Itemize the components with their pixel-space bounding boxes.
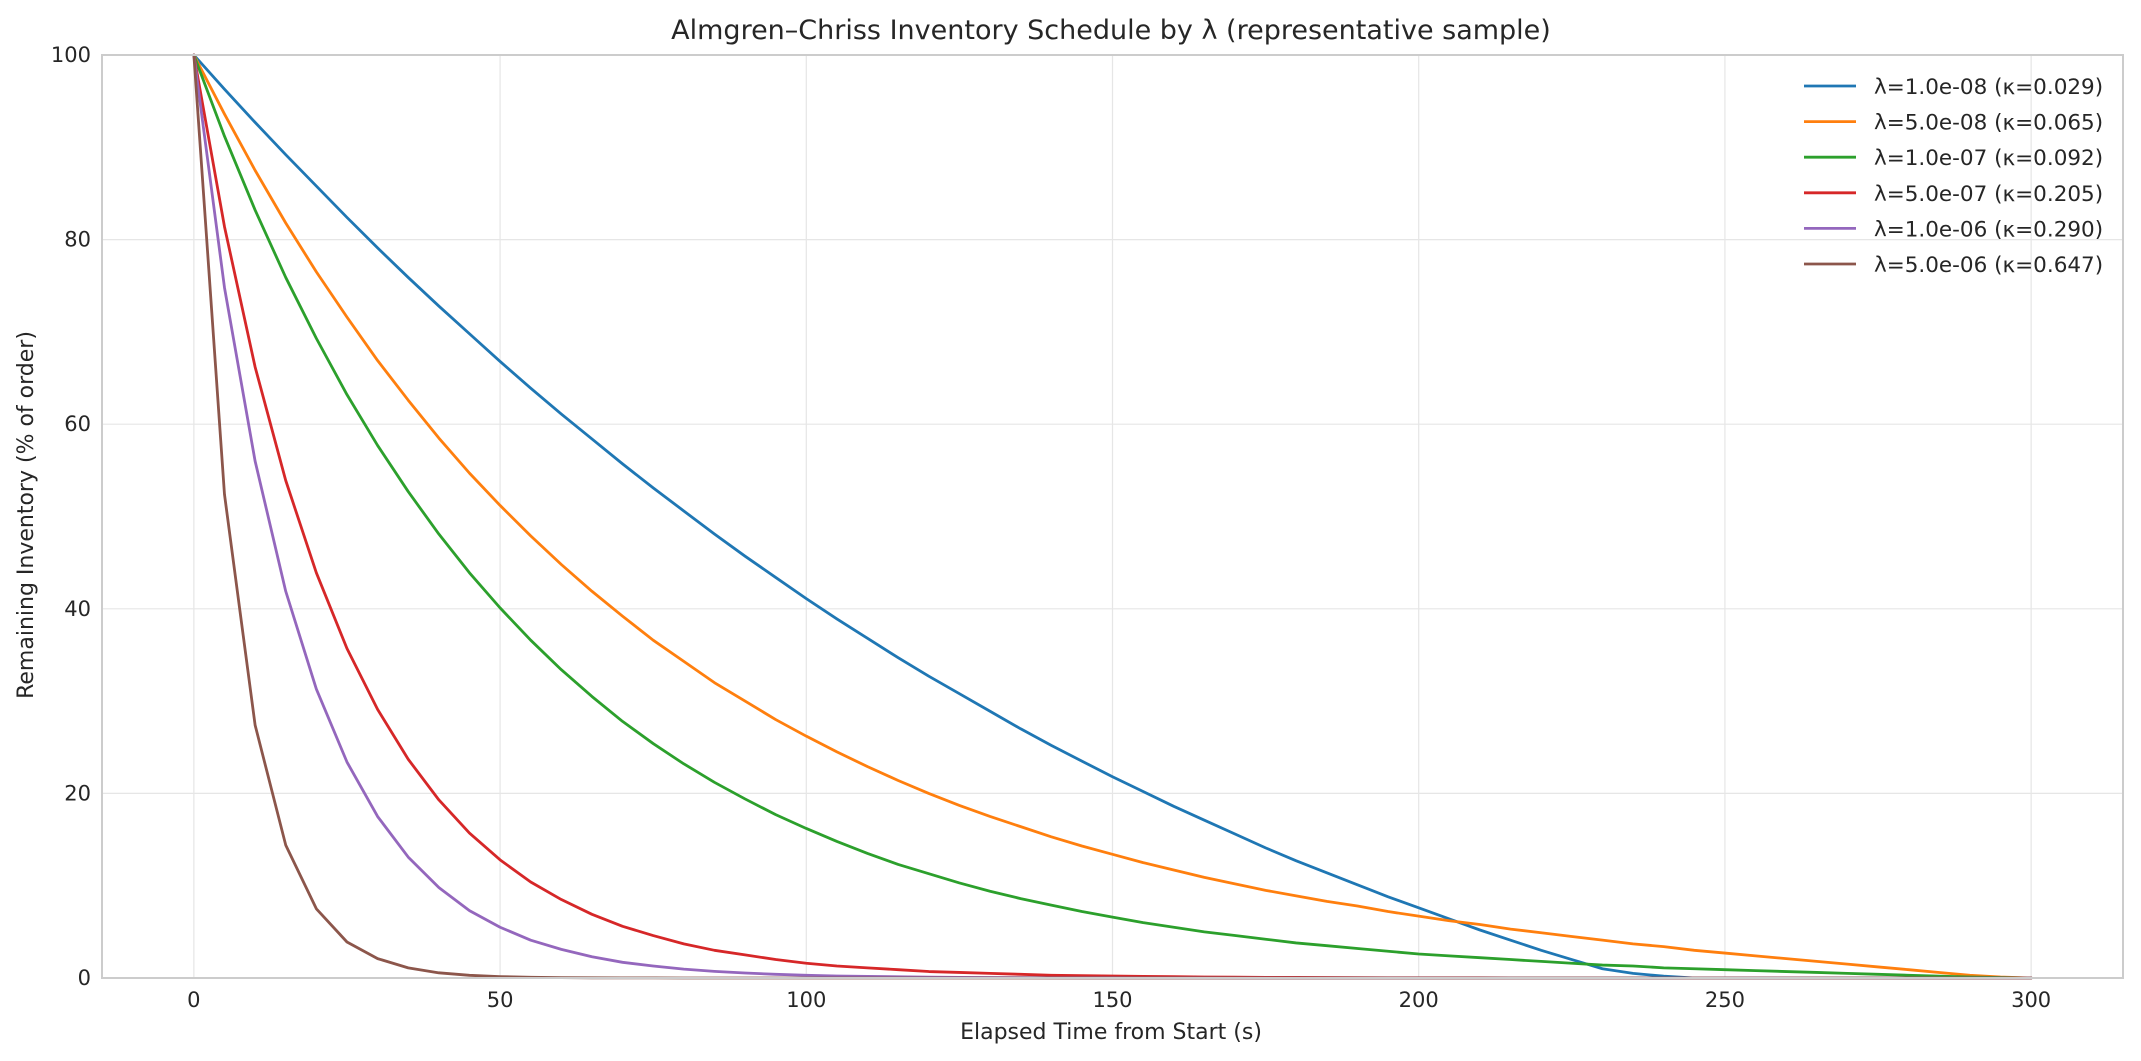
- x-tick-label: 150: [1092, 988, 1132, 1012]
- x-tick-label: 0: [187, 988, 200, 1012]
- x-axis-label: Elapsed Time from Start (s): [960, 1020, 1262, 1045]
- legend-label: λ=5.0e-06 (κ=0.647): [1874, 253, 2103, 278]
- legend-label: λ=1.0e-06 (κ=0.290): [1874, 217, 2103, 242]
- x-tick-label: 100: [786, 988, 826, 1012]
- y-axis-label: Remaining Inventory (% of order): [14, 331, 39, 699]
- y-tick-label: 0: [78, 966, 91, 990]
- x-tick-label: 50: [487, 988, 514, 1012]
- legend-label: λ=1.0e-08 (κ=0.029): [1874, 75, 2103, 100]
- legend-label: λ=5.0e-07 (κ=0.205): [1874, 182, 2103, 207]
- legend: λ=1.0e-08 (κ=0.029) λ=5.0e-08 (κ=0.065) λ=…: [1804, 75, 2103, 278]
- y-tick-label: 80: [64, 228, 91, 252]
- y-tick-label: 20: [64, 781, 91, 805]
- legend-label: λ=5.0e-08 (κ=0.065): [1874, 111, 2103, 136]
- chart-title: Almgren–Chriss Inventory Schedule by λ (…: [671, 15, 1551, 46]
- series-line-2: [192, 53, 2033, 980]
- x-tick-label: 300: [2011, 988, 2051, 1012]
- x-tick-label: 200: [1399, 988, 1439, 1012]
- legend-label: λ=1.0e-07 (κ=0.092): [1874, 146, 2103, 171]
- series-line-3: [192, 53, 2033, 980]
- y-tick-label: 40: [64, 597, 91, 621]
- axis-ticks: 0 50 100 150 200 250 300 0 20 40 60 80 100: [51, 43, 2051, 1012]
- y-tick-label: 100: [51, 43, 91, 67]
- plot-area-frame: [101, 54, 2124, 979]
- x-tick-label: 250: [1705, 988, 1745, 1012]
- y-tick-label: 60: [64, 412, 91, 436]
